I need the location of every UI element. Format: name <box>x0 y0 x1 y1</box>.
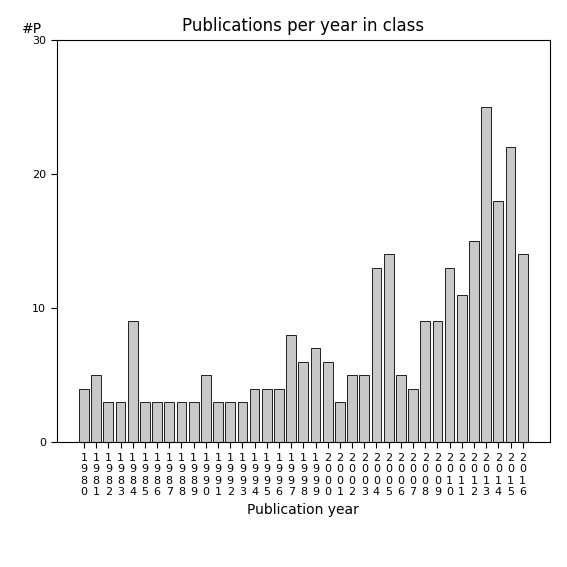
Bar <box>506 147 515 442</box>
Bar <box>481 107 491 442</box>
Bar <box>238 402 247 442</box>
Bar <box>298 362 308 442</box>
Bar <box>262 388 272 442</box>
Bar <box>104 402 113 442</box>
Bar <box>79 388 89 442</box>
Bar <box>128 321 138 442</box>
Bar <box>384 255 393 442</box>
Bar <box>396 375 406 442</box>
Bar <box>493 201 503 442</box>
Bar <box>189 402 198 442</box>
Title: Publications per year in class: Publications per year in class <box>182 18 425 35</box>
Bar <box>140 402 150 442</box>
Bar <box>371 268 382 442</box>
Bar <box>311 348 320 442</box>
Bar <box>335 402 345 442</box>
Bar <box>445 268 455 442</box>
Bar <box>433 321 442 442</box>
Bar <box>116 402 125 442</box>
Bar <box>152 402 162 442</box>
Bar <box>469 241 479 442</box>
Bar <box>408 388 418 442</box>
Bar <box>213 402 223 442</box>
Bar <box>164 402 174 442</box>
Bar <box>323 362 333 442</box>
Bar <box>347 375 357 442</box>
Text: #P: #P <box>22 22 43 36</box>
Bar <box>201 375 211 442</box>
Bar <box>286 335 296 442</box>
Bar <box>249 388 260 442</box>
X-axis label: Publication year: Publication year <box>247 503 359 517</box>
Bar <box>176 402 187 442</box>
Bar <box>91 375 101 442</box>
Bar <box>359 375 369 442</box>
Bar <box>457 295 467 442</box>
Bar <box>518 255 527 442</box>
Bar <box>225 402 235 442</box>
Bar <box>274 388 284 442</box>
Bar <box>420 321 430 442</box>
